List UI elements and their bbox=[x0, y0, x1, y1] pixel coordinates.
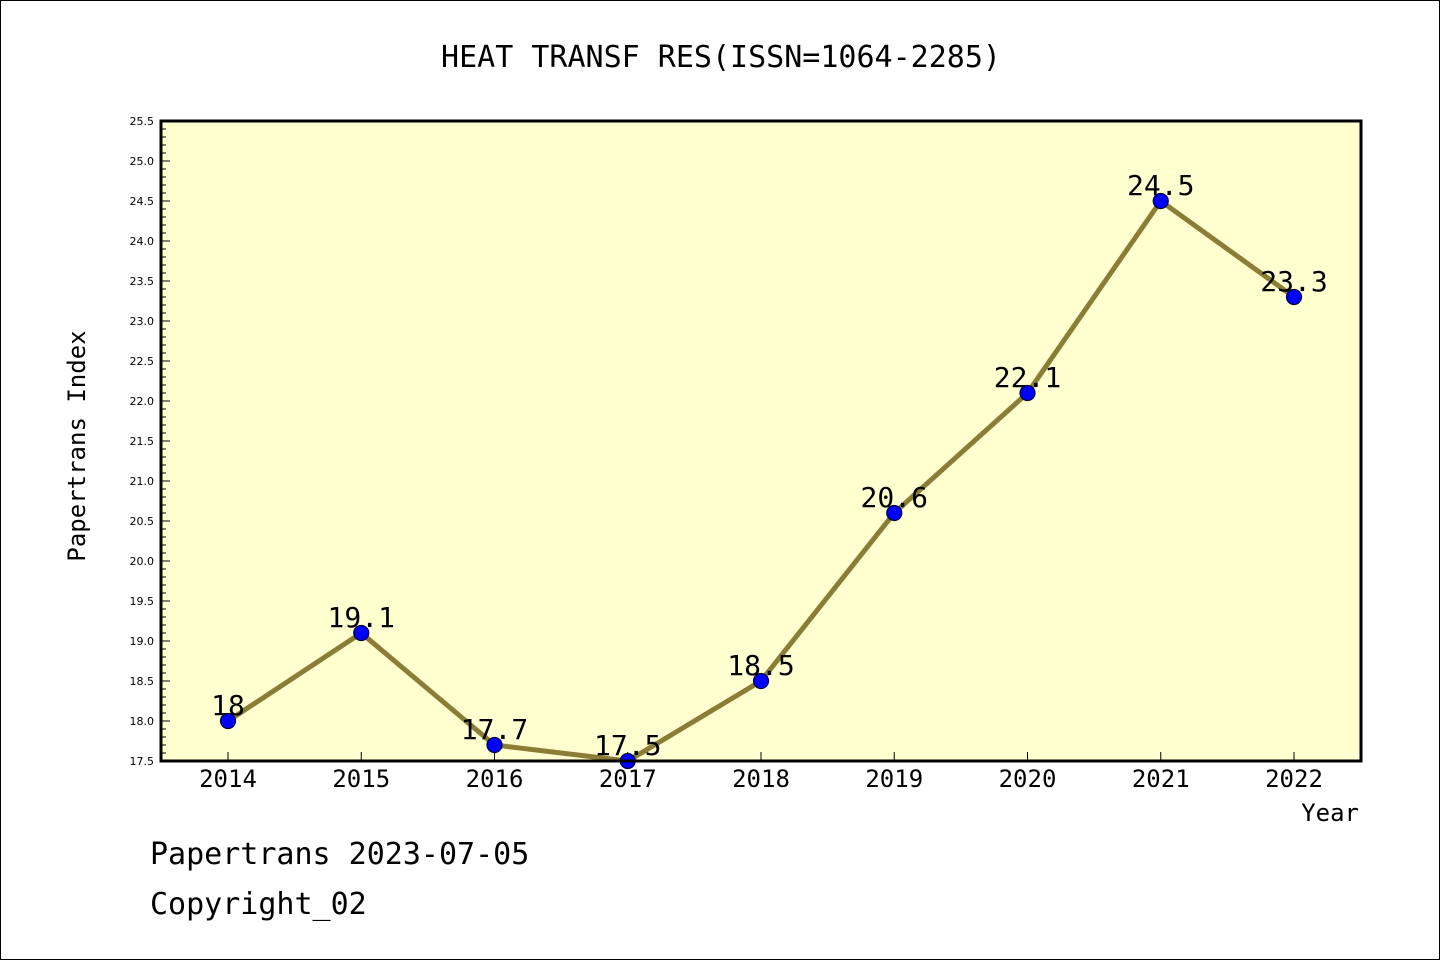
data-label-group: 18 19.1 17.7 17.5 18.5 20.6 22.1 24.5 23.3 bbox=[211, 169, 1328, 762]
y-tick-label: 21.0 bbox=[130, 475, 155, 488]
data-label: 20.6 bbox=[861, 481, 928, 514]
plot-frame bbox=[159, 119, 1363, 763]
y-axis-label: Papertrans Index bbox=[63, 330, 91, 561]
x-tick-label: 2016 bbox=[466, 765, 524, 793]
data-label: 17.7 bbox=[461, 713, 528, 746]
y-tick-label: 20.0 bbox=[130, 555, 155, 568]
data-label: 19.1 bbox=[328, 601, 395, 634]
x-tick-label: 2020 bbox=[999, 765, 1057, 793]
x-tick-label: 2017 bbox=[599, 765, 657, 793]
y-tick-label: 19.0 bbox=[130, 635, 155, 648]
x-tick-label: 2019 bbox=[865, 765, 923, 793]
y-tick-label: 19.5 bbox=[130, 595, 155, 608]
y-tick-label: 22.5 bbox=[130, 355, 155, 368]
y-tick-label: 25.0 bbox=[130, 155, 155, 168]
y-tick-label: 18.5 bbox=[130, 675, 155, 688]
y-tick-label: 24.5 bbox=[130, 195, 155, 208]
y-tick-label: 23.0 bbox=[130, 315, 155, 328]
data-point bbox=[219, 712, 237, 730]
data-point bbox=[752, 672, 770, 690]
chart-title: HEAT TRANSF RES(ISSN=1064-2285) bbox=[441, 40, 1001, 75]
y-tick-label: 23.5 bbox=[130, 275, 155, 288]
marker-group bbox=[219, 192, 1303, 770]
x-tick-label: 2021 bbox=[1132, 765, 1190, 793]
y-axis: 17.5 18.0 18.5 19.0 19.5 20.0 20.5 21.0 21.5 22.0… bbox=[130, 115, 170, 768]
data-point bbox=[886, 504, 903, 522]
x-tick-label: 2022 bbox=[1265, 765, 1323, 793]
data-point bbox=[353, 624, 370, 642]
footer-copyright: Copyright_02 bbox=[150, 887, 367, 922]
y-tick-label: 18.0 bbox=[130, 715, 155, 728]
y-tick-label: 25.5 bbox=[130, 115, 155, 128]
data-label: 18 bbox=[211, 689, 245, 722]
x-tick-label: 2018 bbox=[732, 765, 790, 793]
data-point bbox=[1285, 288, 1303, 306]
data-label: 22.1 bbox=[994, 361, 1061, 394]
data-label: 17.5 bbox=[594, 729, 661, 762]
x-tick-label: 2015 bbox=[332, 765, 390, 793]
x-axis: 2014 2015 2016 2017 2018 2019 2020 2021 2022 bbox=[199, 752, 1323, 793]
data-point bbox=[486, 736, 503, 754]
x-tick-label: 2014 bbox=[199, 765, 257, 793]
data-label: 24.5 bbox=[1127, 169, 1194, 202]
x-axis-label: Year bbox=[1301, 799, 1359, 827]
y-tick-label: 24.0 bbox=[130, 235, 155, 248]
data-point bbox=[1152, 192, 1169, 210]
data-label: 23.3 bbox=[1260, 265, 1327, 298]
data-point bbox=[1019, 384, 1036, 402]
plot-area bbox=[161, 121, 1361, 761]
y-tick-label: 17.5 bbox=[130, 755, 155, 768]
data-label: 18.5 bbox=[727, 649, 794, 682]
footer-date: Papertrans 2023-07-05 bbox=[150, 837, 529, 872]
y-tick-label: 20.5 bbox=[130, 515, 155, 528]
y-tick-label: 21.5 bbox=[130, 435, 155, 448]
y-tick-label: 22.0 bbox=[130, 395, 155, 408]
